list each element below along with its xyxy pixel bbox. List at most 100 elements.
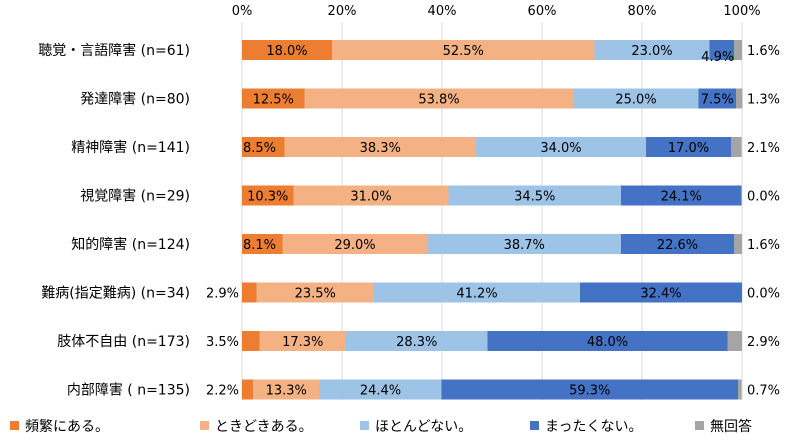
category-label: 内部障害 ( n=135)	[67, 383, 190, 399]
data-label: 38.3%	[360, 141, 401, 156]
bar-segment	[731, 137, 742, 157]
bar-segment	[580, 282, 742, 303]
bar-segment	[242, 379, 253, 400]
data-label: 23.5%	[295, 287, 336, 302]
legend-swatch	[695, 421, 704, 430]
x-tick-label: 100%	[723, 4, 760, 19]
bar-segment	[621, 185, 742, 206]
data-label: 32.4%	[640, 287, 681, 302]
data-label: 29.0%	[334, 238, 375, 253]
data-label: 0.0%	[747, 287, 780, 302]
bar-segment	[242, 137, 285, 157]
data-label: 34.5%	[514, 190, 555, 205]
category-label: 難病(指定難病) (n=34)	[41, 286, 190, 302]
bar-segment	[242, 88, 305, 109]
bar-segment	[282, 234, 428, 254]
data-label: 38.7%	[504, 238, 545, 253]
x-axis-ticks: 0% 20% 40% 60% 80% 100%	[232, 4, 761, 19]
bar-segment	[646, 137, 731, 157]
bar-segment	[573, 88, 699, 109]
bar-segment	[332, 40, 595, 60]
data-label: 48.0%	[587, 335, 628, 350]
data-label: 2.1%	[747, 141, 780, 156]
data-label: 8.1%	[243, 238, 276, 253]
legend-label: ときどきある。	[215, 419, 313, 435]
bar-segment	[242, 331, 260, 351]
bar-segment	[441, 379, 738, 400]
category-labels: 聴覚・言語障害 (n=61) 発達障害 (n=80) 精神障害 (n=141) 視覚障…	[38, 43, 190, 399]
legend-label: 無回答	[710, 418, 752, 435]
data-label: 12.5%	[253, 93, 294, 108]
bars: 18.0% 52.5% 23.0% 4.9% 1.6% 12.5% 53.8% 25.0% 7.…	[206, 40, 780, 400]
bar-segment	[293, 185, 449, 206]
bar-segment	[476, 137, 646, 157]
data-label: 3.5%	[206, 335, 239, 350]
bar-segment	[727, 331, 742, 351]
data-label: 2.9%	[747, 335, 780, 350]
bar-segment	[253, 379, 320, 400]
data-label: 13.3%	[266, 384, 307, 399]
data-label: 17.3%	[282, 335, 323, 350]
data-label: 7.5%	[701, 93, 734, 108]
bar-segment	[736, 88, 743, 109]
category-label: 知的障害 (n=124)	[71, 236, 190, 253]
bar-segment	[734, 40, 742, 60]
bar-segment	[427, 234, 621, 254]
bar-segment	[242, 234, 283, 254]
bar-segment	[709, 40, 734, 60]
data-label: 10.3%	[247, 190, 288, 205]
data-label: 52.5%	[443, 44, 484, 59]
legend-swatch	[10, 421, 19, 430]
bar-segment	[594, 40, 710, 60]
bar-segment	[621, 234, 734, 254]
data-label: 24.4%	[360, 384, 401, 399]
data-label: 41.2%	[456, 287, 497, 302]
data-label: 28.3%	[396, 335, 437, 350]
bar-segment	[346, 331, 488, 351]
data-label: 25.0%	[615, 93, 656, 108]
data-label: 22.6%	[657, 238, 698, 253]
bar-segment	[698, 88, 736, 109]
bar-segment	[374, 282, 580, 303]
category-label: 聴覚・言語障害 (n=61)	[38, 43, 190, 59]
bar-segment	[304, 88, 574, 109]
data-label: 34.0%	[540, 141, 581, 156]
bar-segment	[242, 40, 332, 60]
data-label: 1.3%	[747, 93, 780, 108]
data-label: 31.0%	[350, 190, 391, 205]
data-label: 1.6%	[747, 44, 780, 59]
x-tick-label: 40%	[428, 4, 457, 19]
data-label: 24.1%	[661, 190, 702, 205]
legend-label: まったくない。	[545, 419, 642, 435]
data-label: 2.2%	[206, 384, 239, 399]
data-label: 59.3%	[569, 384, 610, 399]
bar-segment	[738, 379, 742, 400]
bar-segment	[284, 137, 476, 157]
category-label: 精神障害 (n=141)	[71, 140, 190, 156]
x-tick-label: 20%	[328, 4, 357, 19]
bar-segment	[487, 331, 728, 351]
data-label: 4.9%	[701, 50, 734, 65]
x-tick-label: 60%	[528, 4, 557, 19]
data-label: 2.9%	[206, 287, 239, 302]
bar-segment	[734, 234, 742, 254]
bar-segment	[319, 379, 442, 400]
legend-swatch	[200, 421, 209, 430]
legend-swatch	[530, 421, 539, 430]
data-label: 18.0%	[266, 44, 307, 59]
data-label: 23.0%	[631, 44, 672, 59]
category-label: 発達障害 (n=80)	[80, 92, 190, 108]
data-label: 0.7%	[747, 384, 780, 399]
bar-segment	[448, 185, 621, 206]
data-label: 1.6%	[747, 238, 780, 253]
legend-swatch	[360, 421, 369, 430]
category-label: 肢体不自由 (n=173)	[57, 334, 190, 350]
legend: 頻繁にある。 ときどきある。 ほとんどない。 まったくない。 無回答	[10, 418, 752, 435]
data-label: 53.8%	[418, 93, 459, 108]
data-label: 8.5%	[243, 141, 276, 156]
x-tick-label: 80%	[628, 4, 657, 19]
bar-segment	[259, 331, 346, 351]
legend-label: ほとんどない。	[375, 419, 472, 435]
x-tick-label: 0%	[232, 4, 253, 19]
